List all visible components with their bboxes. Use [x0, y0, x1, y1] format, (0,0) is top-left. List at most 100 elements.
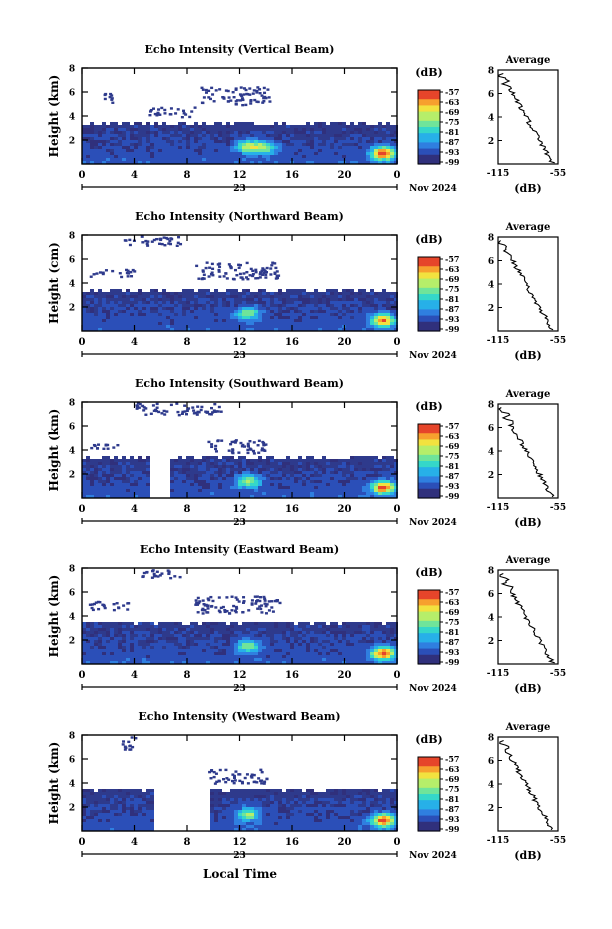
cirrus-echo: [97, 443, 101, 446]
heatmap-cell: [238, 474, 242, 477]
colorbar-swatch: [418, 275, 440, 280]
heatmap-cell: [214, 140, 218, 143]
heatmap-cell: [358, 625, 362, 628]
cirrus-echo: [137, 406, 141, 409]
heatmap-cell: [222, 486, 226, 489]
heatmap-cell: [382, 634, 386, 637]
heatmap-cell: [322, 325, 326, 328]
heatmap-cell: [230, 292, 234, 295]
cirrus-echo: [155, 409, 159, 413]
heatmap-cell: [378, 122, 382, 125]
heatmap-cell: [90, 495, 94, 498]
heatmap-cell: [190, 477, 194, 480]
heatmap-cell: [382, 628, 386, 631]
cirrus-echo: [230, 440, 234, 444]
heatmap-cell: [278, 325, 282, 328]
heatmap-cell: [178, 152, 182, 155]
heatmap-cell: [278, 495, 282, 498]
heatmap-cell: [326, 637, 330, 640]
heatmap-cell: [346, 483, 350, 486]
heatmap-cell: [374, 628, 378, 631]
heatmap-cell: [110, 122, 114, 125]
heatmap-cell: [90, 459, 94, 462]
cirrus-echo: [101, 271, 105, 274]
heatmap-cell: [286, 152, 290, 155]
heatmap-cell: [182, 140, 186, 143]
heatmap-cell: [354, 319, 358, 322]
heatmap-cell: [250, 131, 254, 134]
heatmap-cell: [306, 631, 310, 634]
heatmap-cell: [178, 649, 182, 652]
heatmap-cell: [174, 149, 178, 152]
cirrus-echo: [89, 275, 93, 278]
heatmap-cell: [270, 316, 274, 319]
heatmap-cell: [386, 292, 390, 295]
heatmap-cell: [378, 661, 382, 664]
heatmap-cell: [310, 319, 314, 322]
heatmap-cell: [298, 131, 302, 134]
heatmap-cell: [302, 125, 306, 128]
heatmap-cell: [190, 307, 194, 310]
heatmap-cell: [342, 634, 346, 637]
heatmap-cell: [202, 646, 206, 649]
heatmap-cell: [118, 304, 122, 307]
heatmap-cell: [274, 152, 278, 155]
heatmap-cell: [322, 152, 326, 155]
heatmap-cell: [242, 140, 246, 143]
colorbar-swatch: [418, 154, 440, 159]
heatmap-cell: [258, 137, 262, 140]
heatmap-cell: [126, 631, 130, 634]
heatmap-cell: [82, 625, 86, 628]
heatmap-cell: [326, 495, 330, 498]
heatmap-cell: [138, 640, 142, 643]
colorbar-swatch: [418, 445, 440, 450]
heatmap-cell: [302, 628, 306, 631]
heatmap-cell: [214, 301, 218, 304]
heatmap-cell: [226, 637, 230, 640]
heatmap-cell: [358, 161, 362, 164]
heatmap-cell: [182, 146, 186, 149]
heatmap-cell: [386, 456, 390, 459]
heatmap-cell: [302, 643, 306, 646]
cirrus-echo: [240, 97, 244, 100]
heatmap-cell: [310, 643, 314, 646]
x-tick-label: 0: [394, 170, 401, 181]
heatmap-cell: [318, 486, 322, 489]
heatmap-cell: [138, 643, 142, 646]
heatmap-cell: [286, 140, 290, 143]
heatmap-cell: [94, 128, 98, 131]
heatmap-cell: [210, 658, 214, 661]
heatmap-cell: [254, 152, 258, 155]
heatmap-cell: [334, 143, 338, 146]
heatmap-cell: [374, 319, 378, 322]
heatmap-cell: [190, 325, 194, 328]
heatmap-cell: [150, 134, 154, 137]
heatmap-cell: [390, 483, 394, 486]
heatmap-cell: [334, 640, 338, 643]
heatmap-cell: [130, 655, 134, 658]
heatmap-cell: [250, 643, 254, 646]
heatmap-cell: [378, 158, 382, 161]
cirrus-echo: [217, 596, 221, 599]
cirrus-echo: [264, 612, 268, 615]
heatmap-cell: [110, 625, 114, 628]
heatmap-cell: [110, 161, 114, 164]
heatmap-cell: [90, 307, 94, 310]
heatmap-cell: [178, 483, 182, 486]
heatmap-cell: [366, 134, 370, 137]
heatmap-cell: [254, 161, 258, 164]
y-axis-label: Height (km): [47, 75, 61, 158]
heatmap-cell: [222, 625, 226, 628]
heatmap-cell: [202, 298, 206, 301]
heatmap-cell: [338, 462, 342, 465]
cirrus-echo: [211, 93, 215, 96]
heatmap-cell: [298, 480, 302, 483]
heatmap-cell: [322, 489, 326, 492]
heatmap-cell: [334, 477, 338, 480]
heatmap-cell: [282, 625, 286, 628]
heatmap-cell: [306, 322, 310, 325]
heatmap-cell: [150, 155, 154, 158]
heatmap-cell: [222, 459, 226, 462]
heatmap-cell: [170, 465, 174, 468]
heatmap-cell: [382, 646, 386, 649]
